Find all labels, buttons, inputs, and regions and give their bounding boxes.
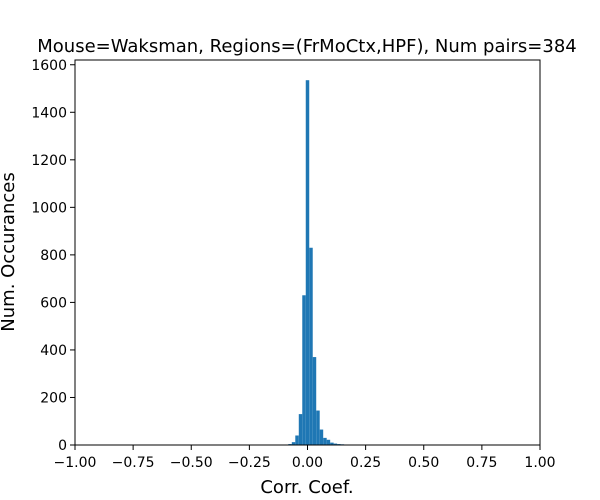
x-tick-label: −0.25 (228, 455, 271, 471)
y-tick-label: 1000 (31, 200, 67, 216)
y-tick-label: 0 (58, 438, 67, 454)
x-axis-label: Corr. Coef. (260, 477, 353, 498)
x-tick-label: −0.50 (170, 455, 213, 471)
y-tick-label: 400 (40, 343, 67, 359)
histogram-bar (316, 410, 320, 445)
y-tick-label: 1600 (31, 58, 67, 74)
x-tick-label: −0.75 (112, 455, 155, 471)
y-axis: 0 200 400 600 800 1000 1200 1400 1600 (31, 58, 75, 454)
histogram-bar (309, 247, 313, 445)
histogram-bar (305, 80, 310, 445)
y-tick-label: 200 (40, 390, 67, 406)
histogram-bar (333, 443, 338, 445)
x-tick-label: 0.25 (350, 455, 381, 471)
x-tick-label: 1.00 (524, 455, 555, 471)
histogram-bar (298, 414, 303, 445)
histogram-bar (326, 439, 331, 445)
histogram-bar (291, 442, 296, 445)
y-tick-label: 1400 (31, 105, 67, 121)
histogram-bar (312, 357, 317, 445)
y-tick-label: 600 (40, 295, 67, 311)
chart-title: Mouse=Waksman, Regions=(FrMoCtx,HPF), Nu… (37, 36, 576, 57)
histogram-bar (302, 295, 306, 445)
x-tick-label: 0.00 (292, 455, 323, 471)
histogram-bars (288, 80, 362, 445)
y-tick-label: 1200 (31, 153, 67, 169)
histogram-bar (319, 429, 324, 445)
x-tick-label: −1.00 (54, 455, 97, 471)
histogram-bar (330, 442, 334, 445)
x-tick-label: 0.50 (408, 455, 439, 471)
x-axis: −1.00 −0.75 −0.50 −0.25 0.00 0.25 0.50 0.75 1.00 (54, 445, 556, 471)
histogram-bar (323, 437, 327, 445)
x-tick-label: 0.75 (466, 455, 497, 471)
y-axis-label: Num. Occurances (0, 172, 19, 331)
histogram-bar (295, 435, 299, 445)
y-tick-label: 800 (40, 248, 67, 264)
